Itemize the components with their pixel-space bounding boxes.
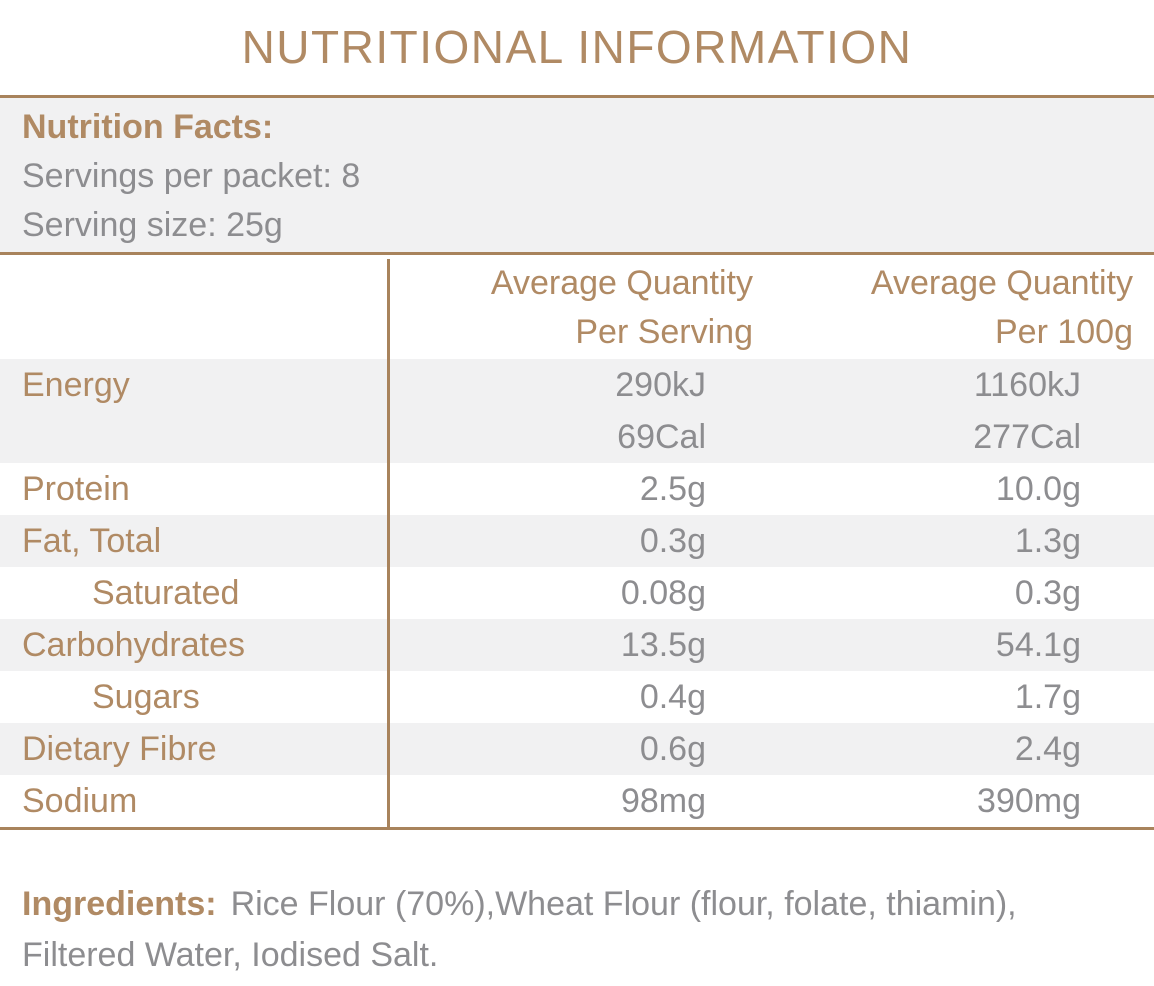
value-per-100g: 0.3g — [770, 567, 1154, 619]
table-row: Sugars 0.4g 1.7g — [0, 671, 1154, 723]
value-per-serving: 0.3g — [390, 515, 770, 567]
value-line: 277Cal — [973, 418, 1081, 456]
value-per-100g: 390mg — [770, 775, 1154, 827]
value-per-serving: 0.6g — [390, 723, 770, 775]
table-row: Saturated 0.08g 0.3g — [0, 567, 1154, 619]
divider-facts-table — [0, 252, 1154, 255]
value-line: 98mg — [620, 782, 706, 820]
column-header-line: Average Quantity — [490, 264, 753, 302]
column-header-line: Per Serving — [575, 313, 753, 351]
value-line: 10.0g — [995, 470, 1081, 508]
value-line: 0.3g — [1014, 574, 1081, 612]
value-line: 54.1g — [995, 626, 1081, 664]
row-label: Dietary Fibre — [0, 723, 390, 775]
table-row: Protein 2.5g 10.0g — [0, 463, 1154, 515]
ingredients-text-line1: Rice Flour (70%),Wheat Flour (flour, fol… — [230, 885, 1017, 923]
divider-top — [0, 95, 1154, 98]
table-body: Energy 290kJ 69Cal 1160kJ 277Cal Protein 2… — [0, 359, 1154, 827]
value-per-100g: 1160kJ 277Cal — [770, 359, 1154, 463]
row-label: Saturated — [0, 567, 390, 619]
value-per-100g: 54.1g — [770, 619, 1154, 671]
value-line: 1.7g — [1014, 678, 1081, 716]
value-per-serving: 0.4g — [390, 671, 770, 723]
nutrition-facts-header: Nutrition Facts: Servings per packet: 8 … — [0, 98, 1154, 252]
servings-per-packet: Servings per packet: 8 — [22, 157, 361, 195]
value-per-100g: 2.4g — [770, 723, 1154, 775]
value-per-100g: 1.7g — [770, 671, 1154, 723]
value-per-serving: 290kJ 69Cal — [390, 359, 770, 463]
column-header-line: Average Quantity — [870, 264, 1133, 302]
value-per-100g: 10.0g — [770, 463, 1154, 515]
value-line: 69Cal — [617, 418, 706, 456]
row-label: Carbohydrates — [0, 619, 390, 671]
table-header-empty-cell — [0, 259, 390, 359]
value-line: 0.6g — [639, 730, 706, 768]
value-line: 2.4g — [1014, 730, 1081, 768]
nutrition-facts-heading: Nutrition Facts: — [22, 108, 274, 146]
page-title: NUTRITIONAL INFORMATION — [241, 21, 913, 73]
table-row: Energy 290kJ 69Cal 1160kJ 277Cal — [0, 359, 1154, 463]
value-per-serving: 0.08g — [390, 567, 770, 619]
value-line: 1160kJ — [973, 366, 1081, 404]
value-line: 13.5g — [620, 626, 706, 664]
table-header-row: Average Quantity Per Serving Average Qua… — [0, 255, 1154, 359]
row-label: Sodium — [0, 775, 390, 827]
row-label: Protein — [0, 463, 390, 515]
column-header-per-serving: Average Quantity Per Serving — [390, 259, 770, 359]
value-line: 1.3g — [1014, 522, 1081, 560]
value-line: 0.3g — [639, 522, 706, 560]
table-row: Carbohydrates 13.5g 54.1g — [0, 619, 1154, 671]
divider-table-bottom — [0, 827, 1154, 830]
value-per-100g: 1.3g — [770, 515, 1154, 567]
value-line: 390mg — [977, 782, 1081, 820]
table-row: Fat, Total 0.3g 1.3g — [0, 515, 1154, 567]
table-row: Dietary Fibre 0.6g 2.4g — [0, 723, 1154, 775]
nutrition-table: Average Quantity Per Serving Average Qua… — [0, 255, 1154, 827]
serving-size: Serving size: 25g — [22, 206, 283, 244]
value-line: 0.08g — [620, 574, 706, 612]
value-line: 290kJ — [615, 366, 706, 404]
value-per-serving: 98mg — [390, 775, 770, 827]
table-row: Sodium 98mg 390mg — [0, 775, 1154, 827]
ingredients-label: Ingredients: — [22, 885, 217, 923]
ingredients-text-line2: Filtered Water, Iodised Salt. — [22, 936, 439, 974]
row-label: Fat, Total — [0, 515, 390, 567]
value-per-serving: 13.5g — [390, 619, 770, 671]
value-line: 2.5g — [639, 470, 706, 508]
value-per-serving: 2.5g — [390, 463, 770, 515]
value-line: 0.4g — [639, 678, 706, 716]
row-label: Sugars — [0, 671, 390, 723]
column-header-per-100g: Average Quantity Per 100g — [770, 259, 1154, 359]
ingredients-section: Ingredients: Rice Flour (70%),Wheat Flour… — [0, 879, 1154, 981]
row-label: Energy — [0, 359, 390, 463]
column-header-line: Per 100g — [995, 313, 1133, 351]
